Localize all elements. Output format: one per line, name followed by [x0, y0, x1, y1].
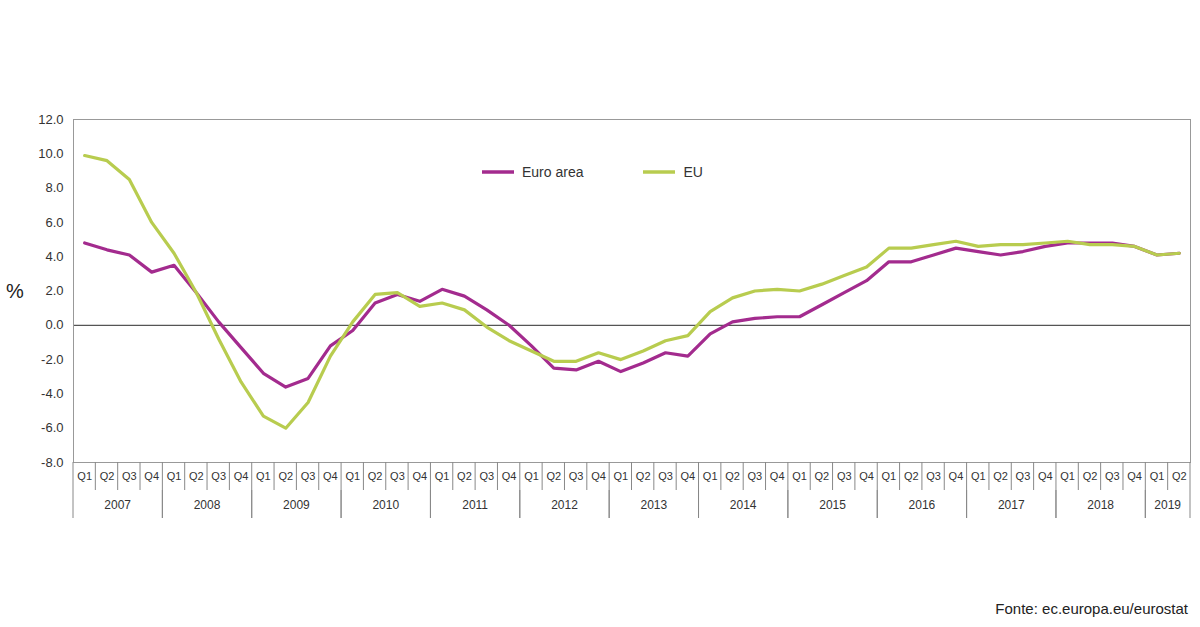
svg-text:Q2: Q2 [368, 470, 383, 482]
svg-text:Q3: Q3 [1105, 470, 1120, 482]
svg-text:2016: 2016 [909, 498, 936, 512]
svg-text:2011: 2011 [462, 498, 488, 512]
svg-text:Q1: Q1 [167, 470, 182, 482]
svg-text:Q2: Q2 [189, 470, 204, 482]
svg-text:Q2: Q2 [1083, 470, 1098, 482]
svg-text:Q3: Q3 [390, 470, 405, 482]
svg-text:Q2: Q2 [1172, 470, 1187, 482]
svg-text:2014: 2014 [730, 498, 757, 512]
svg-text:Q1: Q1 [524, 470, 539, 482]
svg-text:2019: 2019 [1154, 498, 1181, 512]
svg-text:Q1: Q1 [1060, 470, 1075, 482]
svg-text:Q4: Q4 [949, 470, 964, 482]
svg-text:Q1: Q1 [882, 470, 897, 482]
svg-text:Q2: Q2 [278, 470, 293, 482]
html-text:Euro area: Euro area [522, 164, 584, 180]
svg-text:-4.0: -4.0 [41, 386, 63, 401]
svg-text:Q4: Q4 [144, 470, 159, 482]
svg-text:2012: 2012 [551, 498, 578, 512]
svg-text:Q4: Q4 [859, 470, 874, 482]
svg-text:Q3: Q3 [301, 470, 316, 482]
svg-text:2017: 2017 [998, 498, 1025, 512]
svg-text:2.0: 2.0 [45, 283, 63, 298]
svg-text:Q4: Q4 [770, 470, 785, 482]
svg-text:2013: 2013 [640, 498, 667, 512]
svg-text:Q2: Q2 [636, 470, 651, 482]
svg-text:Q3: Q3 [837, 470, 852, 482]
svg-text:2008: 2008 [194, 498, 221, 512]
svg-text:Q1: Q1 [792, 470, 807, 482]
svg-text:8.0: 8.0 [45, 180, 63, 195]
svg-text:Q1: Q1 [1150, 470, 1165, 482]
svg-text:Q3: Q3 [748, 470, 763, 482]
svg-text:Q3: Q3 [211, 470, 226, 482]
svg-text:Q1: Q1 [435, 470, 450, 482]
svg-text:Q4: Q4 [591, 470, 606, 482]
svg-text:Q2: Q2 [725, 470, 740, 482]
svg-text:Q3: Q3 [479, 470, 494, 482]
svg-text:Q4: Q4 [502, 470, 517, 482]
svg-text:Q3: Q3 [658, 470, 673, 482]
svg-text:Q2: Q2 [815, 470, 830, 482]
svg-text:2018: 2018 [1087, 498, 1114, 512]
html-text:Fonte: ec.europa.eu/eurostat: Fonte: ec.europa.eu/eurostat [995, 600, 1188, 617]
svg-text:10.0: 10.0 [38, 146, 63, 161]
svg-text:Q3: Q3 [1016, 470, 1031, 482]
svg-text:Q4: Q4 [681, 470, 696, 482]
svg-text:2015: 2015 [819, 498, 846, 512]
svg-text:-6.0: -6.0 [41, 420, 63, 435]
svg-text:Q3: Q3 [926, 470, 941, 482]
svg-text:Q3: Q3 [569, 470, 584, 482]
svg-text:Q2: Q2 [904, 470, 919, 482]
svg-text:Q2: Q2 [546, 470, 561, 482]
svg-text:Q4: Q4 [1127, 470, 1142, 482]
svg-text:Q4: Q4 [412, 470, 427, 482]
svg-text:Q1: Q1 [77, 470, 92, 482]
svg-text:0.0: 0.0 [45, 317, 63, 332]
svg-text:Q1: Q1 [256, 470, 271, 482]
svg-text:Q1: Q1 [971, 470, 986, 482]
svg-text:-8.0: -8.0 [41, 455, 63, 470]
svg-text:2007: 2007 [104, 498, 131, 512]
svg-text:Q3: Q3 [122, 470, 137, 482]
svg-text:4.0: 4.0 [45, 249, 63, 264]
svg-text:-2.0: -2.0 [41, 352, 63, 367]
svg-text:Q2: Q2 [457, 470, 472, 482]
svg-text:Q1: Q1 [613, 470, 628, 482]
svg-text:2009: 2009 [283, 498, 310, 512]
svg-text:Q2: Q2 [993, 470, 1008, 482]
svg-text:Q1: Q1 [345, 470, 360, 482]
svg-text:Q2: Q2 [100, 470, 115, 482]
svg-text:12.0: 12.0 [38, 112, 63, 127]
svg-text:Q4: Q4 [234, 470, 249, 482]
svg-text:2010: 2010 [372, 498, 399, 512]
svg-text:Q4: Q4 [323, 470, 338, 482]
svg-text:Q4: Q4 [1038, 470, 1053, 482]
svg-text:Q1: Q1 [703, 470, 718, 482]
svg-text:%: % [6, 280, 24, 302]
html-text:EU: EU [683, 164, 703, 180]
svg-text:6.0: 6.0 [45, 215, 63, 230]
